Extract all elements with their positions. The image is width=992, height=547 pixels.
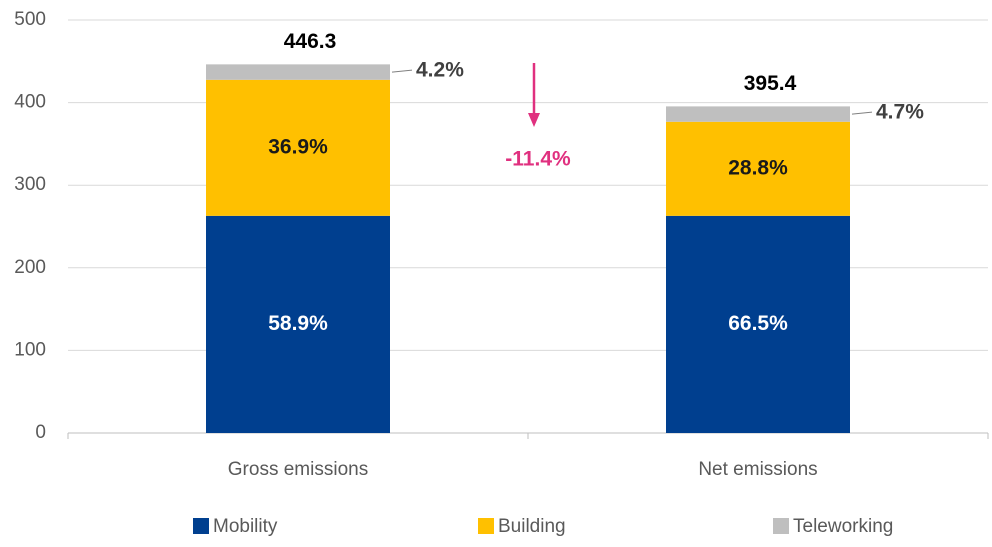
y-tick-label: 300 — [14, 174, 46, 195]
segment-label: 66.5% — [728, 312, 788, 335]
total-label: 446.3 — [284, 30, 337, 53]
legend-swatch — [478, 518, 494, 534]
segment-label: 28.8% — [728, 156, 788, 179]
x-tick-label: Gross emissions — [228, 459, 368, 480]
bar-segment — [206, 79, 390, 216]
y-tick-label: 500 — [14, 9, 46, 30]
leader-line — [391, 69, 413, 73]
bar-segment — [666, 121, 850, 216]
y-tick-label: 0 — [35, 422, 46, 443]
y-tick-label: 400 — [14, 92, 46, 113]
x-tick-label: Net emissions — [698, 459, 817, 480]
legend-label: Mobility — [213, 516, 278, 537]
bar-segment — [206, 215, 390, 433]
legend-swatch — [193, 518, 209, 534]
bar-segment — [206, 64, 390, 80]
y-tick-label: 100 — [14, 339, 46, 360]
leader-line — [851, 111, 873, 115]
bar-segment — [666, 215, 850, 433]
y-tick-label: 200 — [14, 257, 46, 278]
change-arrowhead — [528, 113, 540, 127]
segment-label: 4.2% — [416, 59, 464, 82]
legend-label: Building — [498, 516, 566, 537]
bar-segment — [666, 106, 850, 122]
segment-label: 36.9% — [268, 135, 328, 158]
legend-label: Teleworking — [793, 516, 893, 537]
change-annotation: -11.4% — [505, 148, 571, 171]
total-label: 395.4 — [744, 72, 797, 95]
segment-label: 58.9% — [268, 312, 328, 335]
segment-label: 4.7% — [876, 101, 924, 124]
legend-swatch — [773, 518, 789, 534]
